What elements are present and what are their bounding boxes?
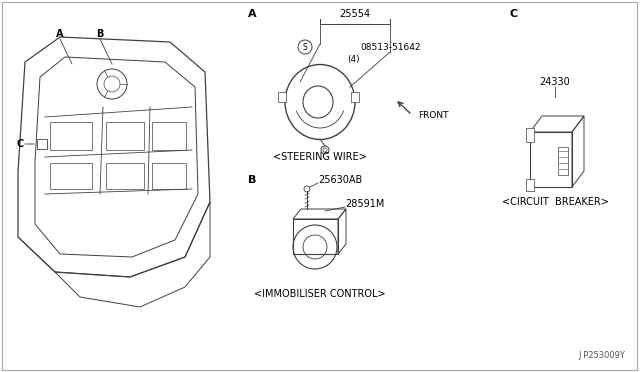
Text: <CIRCUIT  BREAKER>: <CIRCUIT BREAKER> <box>502 197 609 207</box>
Text: C: C <box>510 9 518 19</box>
Bar <box>293 219 338 254</box>
Text: 25630AB: 25630AB <box>318 175 362 185</box>
Bar <box>50 122 92 150</box>
Text: 28591M: 28591M <box>345 199 385 209</box>
Text: (4): (4) <box>347 55 360 64</box>
Text: B: B <box>248 175 257 185</box>
Text: B: B <box>96 29 104 39</box>
Text: A: A <box>56 29 64 39</box>
Bar <box>530 132 572 187</box>
Bar <box>152 163 186 189</box>
Text: A: A <box>248 9 257 19</box>
Text: S: S <box>303 42 307 51</box>
Bar <box>37 139 47 149</box>
Text: <IMMOBILISER CONTROL>: <IMMOBILISER CONTROL> <box>254 289 386 299</box>
Bar <box>526 128 534 142</box>
Text: J P253009Y: J P253009Y <box>578 351 625 360</box>
Text: 24330: 24330 <box>540 77 570 87</box>
Text: 08513-51642: 08513-51642 <box>360 42 420 51</box>
Text: <STEERING WIRE>: <STEERING WIRE> <box>273 152 367 162</box>
Bar <box>526 179 534 191</box>
Bar <box>351 92 359 102</box>
Text: C: C <box>17 139 24 149</box>
Bar <box>152 122 186 150</box>
Bar <box>106 122 144 150</box>
Bar <box>106 163 144 189</box>
Bar <box>278 92 286 102</box>
Text: 25554: 25554 <box>339 9 371 19</box>
Bar <box>558 147 568 175</box>
Text: FRONT: FRONT <box>418 110 449 119</box>
Bar <box>50 163 92 189</box>
